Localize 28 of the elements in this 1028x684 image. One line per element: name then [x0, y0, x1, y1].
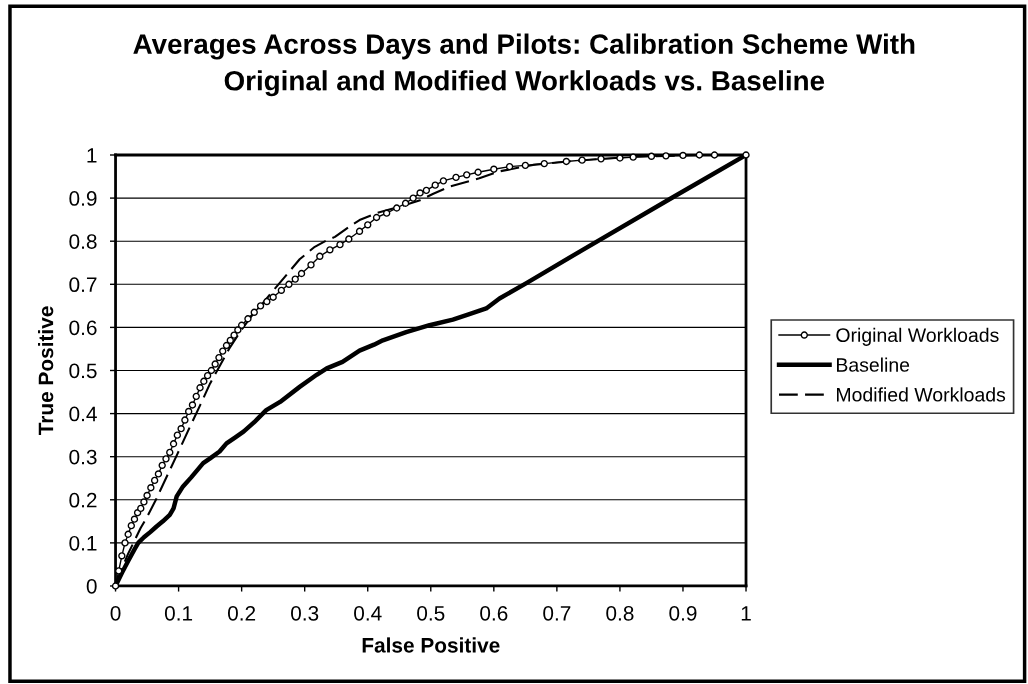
x-tick-label: 0.6 [480, 605, 508, 621]
chart-title: Averages Across Days and Pilots: Calibration Scheme With Original and Modified Workloads vs. Baseline [133, 33, 915, 97]
legend-label: Modified Workloads [837, 387, 1006, 402]
y-tick-label: 0 [86, 578, 97, 594]
y-tick-label: 0.3 [69, 449, 97, 465]
x-tick-label: 0.8 [606, 605, 634, 621]
x-tick-label: 0.9 [669, 605, 697, 621]
y-tick-label: 0.6 [69, 320, 97, 336]
y-tick-label: 0.7 [69, 277, 97, 293]
x-axis-title: False Positive [362, 637, 500, 653]
legend-label: Baseline [837, 357, 910, 372]
x-tick-label: 0.1 [164, 605, 193, 621]
y-tick-label: 0.2 [69, 492, 97, 508]
x-tick-label: 0.7 [543, 605, 571, 621]
x-tick-label: 1 [741, 606, 751, 621]
y-tick-label: 0.5 [69, 363, 97, 379]
y-tick-label: 0.8 [69, 234, 97, 249]
y-tick-label: 0.9 [69, 191, 97, 206]
x-tick-label: 0.3 [291, 605, 319, 621]
y-axis-title: True Positive [38, 306, 54, 436]
x-tick-label: 0 [110, 605, 121, 621]
x-tick-label: 0.2 [227, 605, 256, 621]
x-tick-label: 0.5 [417, 605, 445, 621]
y-tick-label: 1 [87, 148, 97, 163]
legend-label: Original Workloads [836, 327, 999, 346]
y-tick-label: 0.4 [69, 406, 97, 422]
x-tick-label: 0.4 [354, 605, 382, 621]
y-tick-label: 0.1 [69, 535, 97, 551]
